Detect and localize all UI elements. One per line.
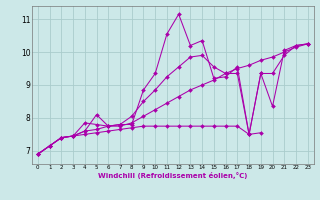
X-axis label: Windchill (Refroidissement éolien,°C): Windchill (Refroidissement éolien,°C) — [98, 172, 247, 179]
